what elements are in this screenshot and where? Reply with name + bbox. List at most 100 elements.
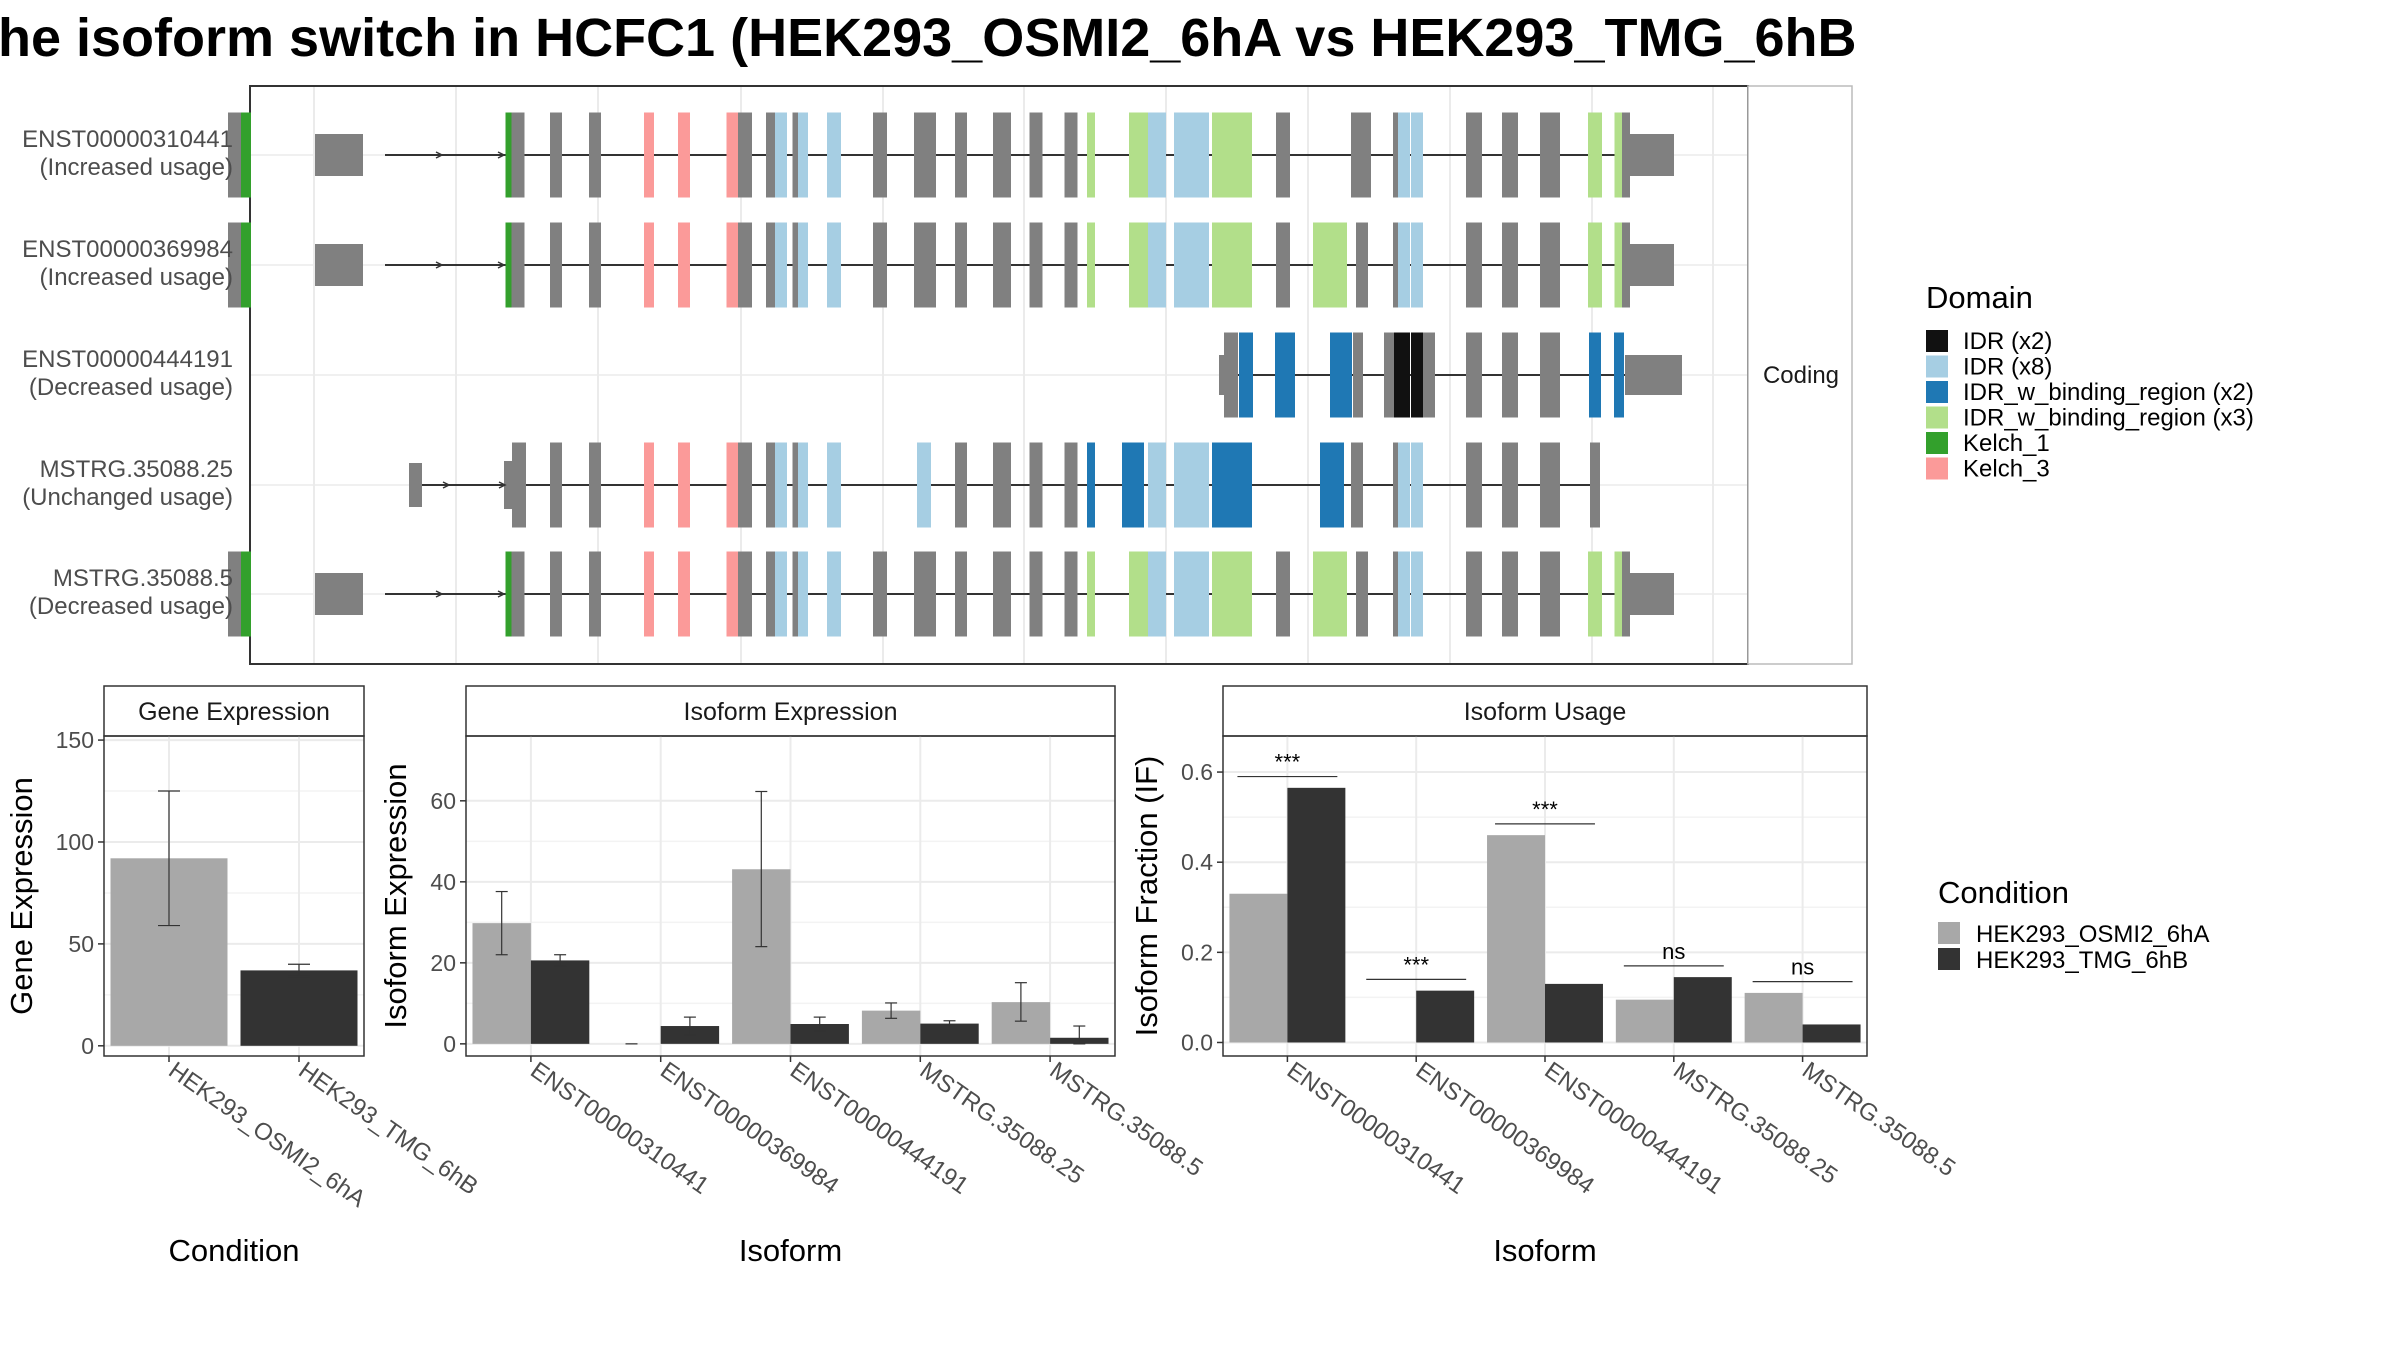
domain-legend-label: Kelch_1 <box>1963 430 2050 457</box>
exon-block <box>1502 332 1518 418</box>
bar-hek293-tmg-6hb <box>920 1023 979 1044</box>
exon-block <box>827 442 841 528</box>
exon-block <box>1353 332 1363 418</box>
y-tick-label: 20 <box>430 950 456 976</box>
transcript-row-ENST00000444191 <box>1219 332 1682 418</box>
exon-block <box>1622 222 1630 308</box>
exon-block <box>827 551 841 637</box>
exon-block <box>511 551 525 637</box>
exon-block <box>678 112 690 198</box>
exon-block <box>1502 442 1518 528</box>
panel-title: Gene Expression <box>138 698 330 726</box>
exon-block <box>1423 332 1435 418</box>
bar-hek293-tmg-6hb <box>1287 787 1346 1043</box>
exon-block <box>1087 112 1095 198</box>
exon-block <box>1588 551 1602 637</box>
exon-block <box>1064 442 1078 528</box>
y-tick-label: 50 <box>68 931 94 957</box>
condition-legend-label: HEK293_OSMI2_6hA <box>1976 921 2209 948</box>
exon-block <box>1398 442 1410 528</box>
domain-legend-key <box>1926 355 1948 378</box>
exon-block <box>1276 551 1290 637</box>
exon-block <box>241 551 251 637</box>
exon-block <box>1588 112 1602 198</box>
exon-block <box>914 222 936 308</box>
exon-block <box>1351 112 1371 198</box>
exon-block <box>511 112 525 198</box>
exon-block <box>678 442 690 528</box>
domain-legend-label: IDR (x2) <box>1963 328 2052 355</box>
y-tick-label: 0.0 <box>1181 1029 1213 1055</box>
exon-block <box>766 551 776 637</box>
exon-block <box>955 551 967 637</box>
transcript-row-MSTRG.35088.25 <box>409 442 1600 528</box>
exon-block <box>1212 112 1252 198</box>
exon-block <box>1466 551 1482 637</box>
exon-block <box>1212 551 1252 637</box>
exon-block <box>993 551 1011 637</box>
transcript-id-label: ENST00000310441 <box>22 126 233 153</box>
bar-hek293-tmg-6hb <box>240 970 358 1046</box>
exon-block <box>993 442 1011 528</box>
exon-block <box>1466 332 1482 418</box>
exon-block <box>1122 442 1144 528</box>
exon-block <box>1087 551 1095 637</box>
bar-hek293-osmi2-6ha <box>1229 893 1288 1043</box>
exon-block <box>1189 442 1209 528</box>
exon-block <box>1502 551 1518 637</box>
exon-block <box>1224 332 1238 418</box>
exon-block <box>644 222 654 308</box>
exon-block <box>955 222 967 308</box>
transcript-id-label: ENST00000369984 <box>22 236 233 263</box>
strand-arrow <box>442 481 451 489</box>
exon-block <box>1320 442 1344 528</box>
exon-block <box>792 551 802 637</box>
exon-block <box>1356 222 1368 308</box>
exon-block <box>1411 222 1423 308</box>
exon-block <box>512 442 526 528</box>
exon-block <box>726 222 740 308</box>
exon-block <box>738 112 752 198</box>
exon-block <box>798 112 808 198</box>
bar-hek293-tmg-6hb <box>790 1024 849 1044</box>
exon-block <box>505 551 513 637</box>
strand-arrow <box>497 151 506 159</box>
structure-strip <box>1747 85 1853 665</box>
y-tick-label: 100 <box>56 829 94 855</box>
exon-block <box>1614 222 1624 308</box>
strand-arrow <box>435 590 444 598</box>
panel-strip <box>1222 685 1868 737</box>
exon-block <box>1189 551 1209 637</box>
exon-block <box>955 442 967 528</box>
exon-block <box>873 112 887 198</box>
panel-strip <box>103 685 365 737</box>
exon-block <box>1356 551 1368 637</box>
significance-label: ns <box>1791 955 1814 980</box>
exon-block <box>505 222 513 308</box>
exon-block <box>1589 332 1601 418</box>
exon-block <box>798 222 808 308</box>
utr-block <box>315 134 363 176</box>
panel-border <box>103 735 365 1057</box>
exon-block <box>589 112 601 198</box>
domain-legend-key <box>1926 432 1948 454</box>
transcript-usage-label: (Unchanged usage) <box>22 484 233 511</box>
exon-block <box>1614 332 1624 418</box>
exon-block <box>1313 551 1347 637</box>
condition-legend-label: HEK293_TMG_6hB <box>1976 947 2188 974</box>
exon-block <box>1174 442 1190 528</box>
utr-block <box>1625 355 1682 395</box>
exon-block <box>1064 551 1078 637</box>
panel-strip <box>465 685 1116 737</box>
exon-block <box>1029 222 1043 308</box>
domain-legend-label: IDR_w_binding_region (x2) <box>1963 379 2254 406</box>
exon-block <box>1239 332 1253 418</box>
exon-block <box>1394 332 1410 418</box>
exon-block <box>775 442 787 528</box>
exon-block <box>827 222 841 308</box>
isoform-expression-panel: Isoform Expression0204060ENST00000310441… <box>378 685 1208 1268</box>
strand-arrow <box>497 590 506 598</box>
